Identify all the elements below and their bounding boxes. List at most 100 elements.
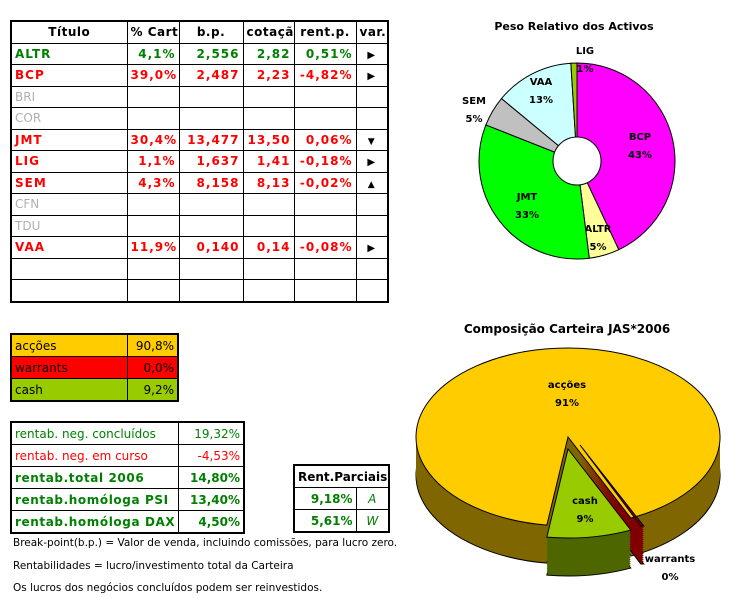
rentab-label: rentab.homóloga PSI <box>10 488 179 511</box>
rentab-table: rentab. neg. concluídos 19,32% rentab. neg… <box>10 421 245 534</box>
rentab-value: 4,50% <box>177 510 245 534</box>
pie3d-chart-title: Composição Carteira JAS*2006 <box>464 322 670 336</box>
rent-parcial-value: 5,61% <box>293 509 357 533</box>
rent-parciais-title: Rent.Parciais <box>293 464 390 488</box>
arrow-right-icon: ▶ <box>367 157 377 169</box>
allocation-value: 90,8% <box>126 333 179 357</box>
rentab-value: -4,53% <box>177 444 245 467</box>
pie3d-label-percent: 0% <box>662 572 679 583</box>
column-header: var. <box>355 20 389 44</box>
allocation-value: 9,2% <box>126 378 179 402</box>
table-row: SEM 4,3% 8,158 8,13 -0,02% ▲ <box>10 171 389 194</box>
pie3d-label-category: acções <box>548 380 586 391</box>
donut-label-category: JMT <box>516 192 538 203</box>
table-row: ALTR 4,1% 2,556 2,82 0,51% ▶ <box>10 42 389 65</box>
note-lucros: Os lucros dos negócios concluídos podem … <box>13 582 323 594</box>
cell-var: ▶ <box>355 64 389 87</box>
table-row: BCP 39,0% 2,487 2,23 -4,82% ▶ <box>10 64 389 87</box>
pie3d-slice-1 <box>579 444 645 527</box>
donut-label-category: BCP <box>629 132 651 143</box>
rentab-row: rentab. neg. concluídos 19,32% <box>10 421 245 445</box>
cell-bp: 2,487 <box>178 64 244 87</box>
cell-cotacao: 13,50 <box>242 128 295 151</box>
table-row: LIG 1,1% 1,637 1,41 -0,18% ▶ <box>10 150 389 173</box>
rentab-value: 13,40% <box>177 488 245 511</box>
donut-hole <box>552 136 602 186</box>
pie3d-label-percent: 9% <box>577 514 594 525</box>
cell-cart: 4,3% <box>126 171 180 194</box>
cell-var: ▶ <box>355 236 389 259</box>
pie3d-label-percent: 91% <box>555 398 579 409</box>
table-row: TDU <box>10 214 389 237</box>
cell-titulo: BRI <box>10 85 128 108</box>
pie3d-slice-0 <box>415 347 721 526</box>
donut-label-category: LIG <box>576 46 594 57</box>
donut-chart: BCP 43% ALTR 5% JMT 33% SEM 5% VAA 13% LIG 1% <box>462 46 676 260</box>
cell-rent: 0,06% <box>293 128 357 151</box>
cell-cart: 30,4% <box>126 128 180 151</box>
rentab-label: rentab.homóloga DAX <box>10 510 179 534</box>
cell-rent: -4,82% <box>293 64 357 87</box>
rent-parcial-code: W <box>355 509 390 533</box>
cell-rent: -0,02% <box>293 171 357 194</box>
donut-slice-vaa <box>500 62 578 163</box>
cell-titulo: CFN <box>10 193 128 216</box>
cell-var <box>355 279 389 302</box>
donut-label-percent: 1% <box>577 64 594 75</box>
donut-chart-title: Peso Relativo dos Activos <box>494 20 654 33</box>
allocation-row: cash 9,2% <box>10 378 179 402</box>
donut-slice-lig <box>570 62 578 162</box>
cell-bp: 1,637 <box>178 150 244 173</box>
cell-cotacao: 2,23 <box>242 64 295 87</box>
rent-parcial-code: A <box>355 487 390 510</box>
column-header: % Cart <box>126 20 180 44</box>
cell-cart: 4,1% <box>126 42 180 65</box>
donut-label-percent: 33% <box>515 210 539 221</box>
pie3d-label-category: cash <box>572 496 598 507</box>
cell-cotacao: 2,82 <box>242 42 295 65</box>
pie3d-label-category: warrants <box>645 554 695 565</box>
rentab-row: rentab.total 2006 14,80% <box>10 466 245 489</box>
donut-slice-bcp <box>576 62 676 251</box>
allocation-label: warrants <box>10 356 128 379</box>
donut-label-category: SEM <box>462 96 486 107</box>
cell-var <box>355 85 389 108</box>
arrow-right-icon: ▶ <box>367 49 377 61</box>
column-header: Título <box>10 20 128 44</box>
table-row: JMT 30,4% 13,477 13,50 0,06% ▼ <box>10 128 389 151</box>
donut-label-percent: 43% <box>628 150 652 161</box>
arrow-right-icon: ▶ <box>367 71 377 83</box>
allocation-row: warrants 0,0% <box>10 356 179 379</box>
arrow-down-icon: ▼ <box>367 136 376 147</box>
cell-bp: 13,477 <box>178 128 244 151</box>
allocation-value: 0,0% <box>126 356 179 379</box>
pie3d-slice-2 <box>546 447 632 539</box>
note-break-point: Break-point(b.p.) = Valor de venda, incl… <box>13 537 398 549</box>
allocation-label: acções <box>10 333 128 357</box>
column-header: cotação <box>242 20 295 44</box>
column-header: rent.p. <box>293 20 357 44</box>
arrow-up-icon: ▲ <box>367 179 376 190</box>
rentab-label: rentab. neg. concluídos <box>10 421 179 445</box>
cell-titulo: TDU <box>10 214 128 237</box>
rentab-row: rentab.homóloga PSI 13,40% <box>10 488 245 511</box>
donut-label-percent: 5% <box>466 114 483 125</box>
donut-label-category: VAA <box>530 77 553 88</box>
rent-parciais-table: Rent.Parciais 9,18% A 5,61% W <box>293 464 391 533</box>
rentab-value: 14,80% <box>177 466 245 489</box>
cell-titulo: BCP <box>10 64 128 87</box>
donut-label-percent: 13% <box>529 95 553 106</box>
allocation-row: acções 90,8% <box>10 333 179 357</box>
allocation-label: cash <box>10 378 128 402</box>
arrow-right-icon: ▶ <box>367 243 377 255</box>
portfolio-table: Título% Cartb.p.cotaçãorent.p.var.ALTR4,… <box>10 20 389 303</box>
rentab-row: rentab.homóloga DAX 4,50% <box>10 510 245 534</box>
table-row: BRI <box>10 85 389 108</box>
pie3d-chart: acções 91% warrants 0% cash 9% <box>415 347 721 583</box>
table-row <box>10 279 389 302</box>
note-rentabilidades: Rentabilidades = lucro/investimento tota… <box>13 560 294 572</box>
donut-label-percent: 5% <box>590 242 607 253</box>
allocation-table: acções 90,8% warrants 0,0% cash 9,2% <box>10 333 179 402</box>
